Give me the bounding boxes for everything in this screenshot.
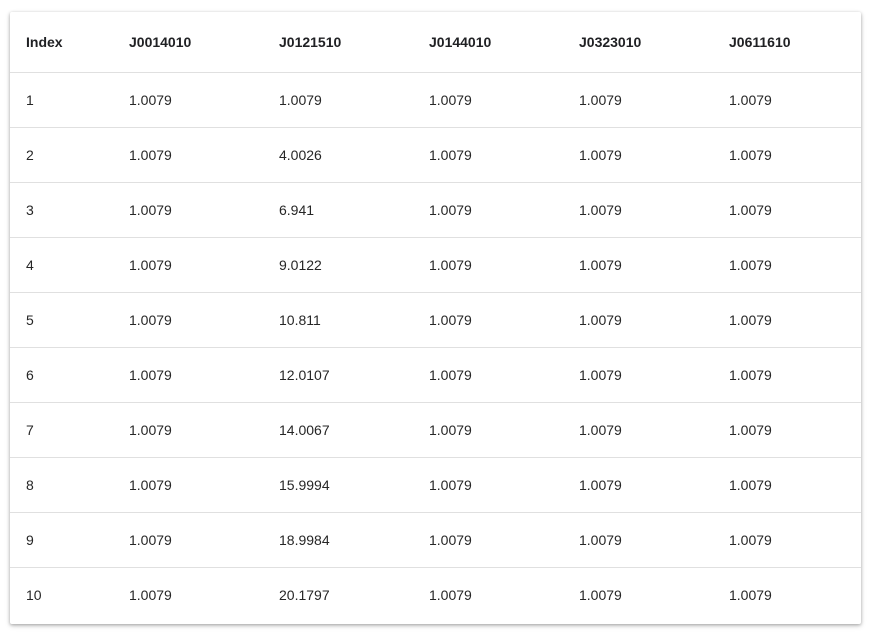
cell-j0144010: 1.0079 xyxy=(413,292,563,348)
column-header-j0014010[interactable]: J0014010 xyxy=(113,12,263,73)
cell-j0014010: 1.0079 xyxy=(113,402,263,458)
cell-j0121510: 15.9994 xyxy=(263,457,413,513)
cell-j0323010: 1.0079 xyxy=(563,182,713,238)
cell-j0121510: 14.0067 xyxy=(263,402,413,458)
column-header-j0144010[interactable]: J0144010 xyxy=(413,12,563,73)
header-row: Index J0014010 J0121510 J0144010 J032301… xyxy=(10,12,861,73)
cell-index: 2 xyxy=(10,127,113,183)
table-row[interactable]: 9 1.0079 18.9984 1.0079 1.0079 1.0079 xyxy=(10,512,861,568)
cell-index: 3 xyxy=(10,182,113,238)
cell-j0323010: 1.0079 xyxy=(563,457,713,513)
cell-j0323010: 1.0079 xyxy=(563,127,713,183)
cell-j0121510: 6.941 xyxy=(263,182,413,238)
cell-j0323010: 1.0079 xyxy=(563,402,713,458)
cell-index: 1 xyxy=(10,72,113,128)
table-row[interactable]: 3 1.0079 6.941 1.0079 1.0079 1.0079 xyxy=(10,182,861,238)
cell-j0611610: 1.0079 xyxy=(713,237,861,293)
cell-j0014010: 1.0079 xyxy=(113,292,263,348)
column-header-j0323010[interactable]: J0323010 xyxy=(563,12,713,73)
cell-j0611610: 1.0079 xyxy=(713,402,861,458)
cell-j0014010: 1.0079 xyxy=(113,182,263,238)
column-header-index[interactable]: Index xyxy=(10,12,113,73)
cell-j0611610: 1.0079 xyxy=(713,347,861,403)
column-header-j0611610[interactable]: J0611610 xyxy=(713,12,861,73)
table-row[interactable]: 6 1.0079 12.0107 1.0079 1.0079 1.0079 xyxy=(10,347,861,403)
cell-j0611610: 1.0079 xyxy=(713,457,861,513)
table-row[interactable]: 2 1.0079 4.0026 1.0079 1.0079 1.0079 xyxy=(10,127,861,183)
cell-j0611610: 1.0079 xyxy=(713,512,861,568)
cell-index: 9 xyxy=(10,512,113,568)
cell-index: 7 xyxy=(10,402,113,458)
data-table-card: Index J0014010 J0121510 J0144010 J032301… xyxy=(10,12,861,624)
cell-j0121510: 18.9984 xyxy=(263,512,413,568)
cell-j0323010: 1.0079 xyxy=(563,72,713,128)
cell-j0611610: 1.0079 xyxy=(729,586,772,603)
cell-j0144010: 1.0079 xyxy=(413,237,563,293)
cell-j0014010: 1.0079 xyxy=(113,457,263,513)
cell-j0121510: 12.0107 xyxy=(263,347,413,403)
cell-j0014010: 1.0079 xyxy=(113,512,263,568)
data-table: Index J0014010 J0121510 J0144010 J032301… xyxy=(10,12,861,622)
cell-j0144010: 1.0079 xyxy=(413,127,563,183)
cell-j0121510: 10.811 xyxy=(263,292,413,348)
cell-j0144010: 1.0079 xyxy=(413,182,563,238)
column-header-j0121510[interactable]: J0121510 xyxy=(263,12,413,73)
table-row[interactable]: 10 1.0079 20.1797 1.0079 1.0079 1.0079 xyxy=(10,567,861,622)
table-body: 1 1.0079 1.0079 1.0079 1.0079 1.0079 2 1.0079 4.… xyxy=(10,72,861,622)
cell-index: 5 xyxy=(10,292,113,348)
cell-j0121510: 1.0079 xyxy=(263,72,413,128)
cell-index: 6 xyxy=(10,347,113,403)
cell-j0014010: 1.0079 xyxy=(113,72,263,128)
cell-j0611610: 1.0079 xyxy=(713,127,861,183)
table-header: Index J0014010 J0121510 J0144010 J032301… xyxy=(10,12,861,73)
cell-j0144010: 1.0079 xyxy=(413,347,563,403)
cell-j0121510: 20.1797 xyxy=(279,586,330,603)
cell-j0014010: 1.0079 xyxy=(129,586,172,603)
cell-j0144010: 1.0079 xyxy=(413,72,563,128)
cell-index: 10 xyxy=(26,586,42,603)
cell-j0323010: 1.0079 xyxy=(579,586,622,603)
cell-j0323010: 1.0079 xyxy=(563,347,713,403)
table-row[interactable]: 4 1.0079 9.0122 1.0079 1.0079 1.0079 xyxy=(10,237,861,293)
cell-j0611610: 1.0079 xyxy=(713,292,861,348)
table-row[interactable]: 7 1.0079 14.0067 1.0079 1.0079 1.0079 xyxy=(10,402,861,458)
cell-j0611610: 1.0079 xyxy=(713,182,861,238)
cell-j0014010: 1.0079 xyxy=(113,237,263,293)
cell-j0121510: 4.0026 xyxy=(263,127,413,183)
cell-index: 4 xyxy=(10,237,113,293)
table-row[interactable]: 5 1.0079 10.811 1.0079 1.0079 1.0079 xyxy=(10,292,861,348)
table-row[interactable]: 1 1.0079 1.0079 1.0079 1.0079 1.0079 xyxy=(10,72,861,128)
cell-j0144010: 1.0079 xyxy=(413,512,563,568)
table-row[interactable]: 8 1.0079 15.9994 1.0079 1.0079 1.0079 xyxy=(10,457,861,513)
cell-j0323010: 1.0079 xyxy=(563,237,713,293)
cell-j0144010: 1.0079 xyxy=(413,402,563,458)
cell-j0323010: 1.0079 xyxy=(563,292,713,348)
cell-j0014010: 1.0079 xyxy=(113,127,263,183)
cell-j0144010: 1.0079 xyxy=(413,457,563,513)
cell-j0323010: 1.0079 xyxy=(563,512,713,568)
cell-j0144010: 1.0079 xyxy=(429,586,472,603)
cell-index: 8 xyxy=(10,457,113,513)
cell-j0014010: 1.0079 xyxy=(113,347,263,403)
cell-j0121510: 9.0122 xyxy=(263,237,413,293)
cell-j0611610: 1.0079 xyxy=(713,72,861,128)
